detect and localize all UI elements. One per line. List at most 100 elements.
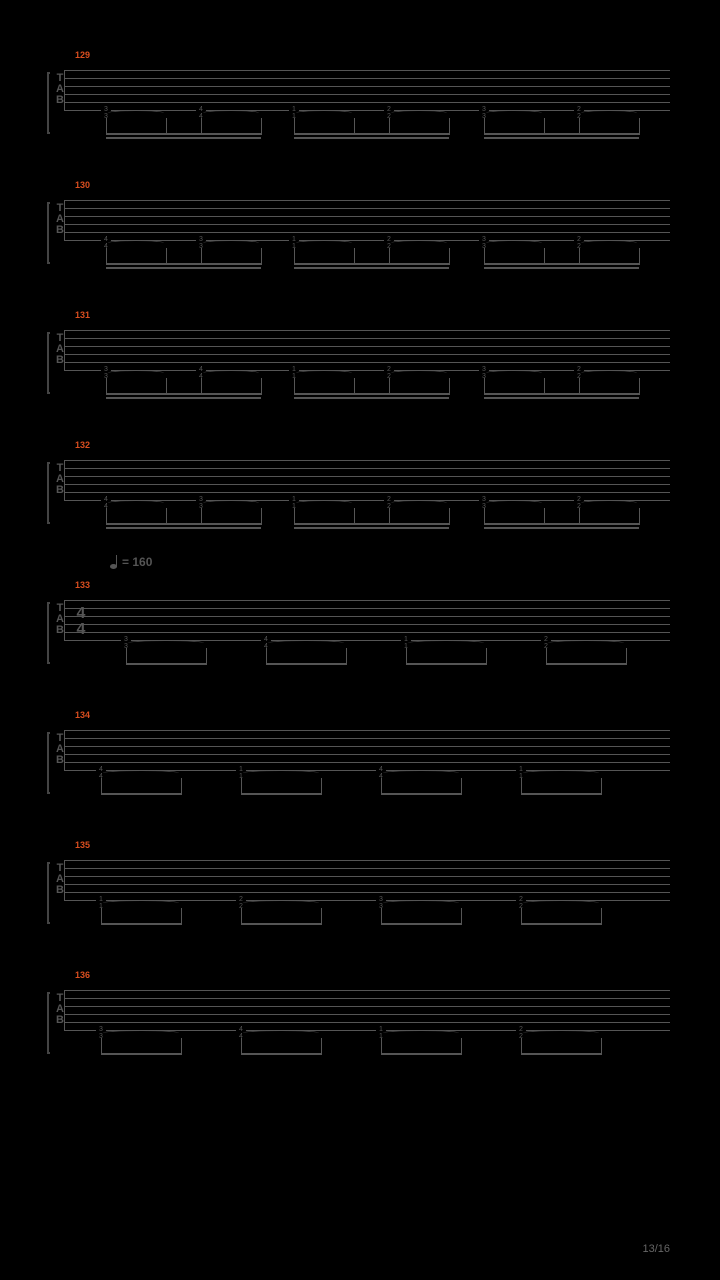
tie-arc [581,240,637,246]
beam [266,663,346,665]
tie-arc [203,370,259,376]
tab-bracket [47,462,50,524]
tab-bracket [47,72,50,134]
tie-arc [203,500,259,506]
tie-arc [296,500,352,506]
tie-arc [268,640,344,646]
beam [484,397,639,399]
tie-arc [523,770,599,776]
beam [106,137,261,139]
tie-arc [581,110,637,116]
notes-container: 4 4 3 3 1 1 2 2 3 3 2 2 [64,200,670,270]
tie-arc [103,1030,179,1036]
measure-133: = 160 133 T A B 4 4 3 3 4 4 1 1 2 2 [50,580,670,680]
measure-number: 132 [75,440,90,450]
tie-arc [203,110,259,116]
tie-arc [243,770,319,776]
quarter-note-icon [110,555,117,569]
tie-arc [486,370,542,376]
notes-container: 3 3 4 4 1 1 2 2 [64,600,670,670]
tie-arc [391,500,447,506]
beam [406,663,486,665]
beam [484,393,639,395]
beam [381,1053,461,1055]
tie-arc [103,900,179,906]
tie-arc [486,110,542,116]
page-number: 13/16 [642,1243,670,1255]
measure-number: 129 [75,50,90,60]
beam [106,133,261,135]
notes-container: 4 4 3 3 1 1 2 2 3 3 2 2 [64,460,670,530]
notes-container: 1 1 2 2 3 3 2 2 [64,860,670,930]
beam [521,1053,601,1055]
tab-bracket [47,202,50,264]
beam [521,793,601,795]
tie-arc [391,110,447,116]
beam [484,263,639,265]
tie-arc [128,640,204,646]
beam [101,923,181,925]
tie-arc [581,500,637,506]
tie-arc [581,370,637,376]
tie-arc [203,240,259,246]
beam [484,267,639,269]
tie-arc [383,770,459,776]
beam [484,137,639,139]
tie-arc [486,500,542,506]
tie-arc [108,240,164,246]
beam [106,523,261,525]
beam [521,923,601,925]
beam [294,393,449,395]
tie-arc [108,500,164,506]
beam [546,663,626,665]
notes-container: 3 3 4 4 1 1 2 2 3 3 2 2 [64,70,670,140]
beam [294,397,449,399]
tab-bracket [47,602,50,664]
beam [484,523,639,525]
tie-arc [103,770,179,776]
tie-arc [243,900,319,906]
beam [294,267,449,269]
measure-130: 130 T A B 4 4 3 3 1 1 2 2 [50,180,670,280]
measure-129: 129 T A B 3 3 4 4 1 1 2 2 [50,50,670,150]
measure-number: 131 [75,310,90,320]
measure-number: 135 [75,840,90,850]
notes-container: 3 3 4 4 1 1 2 2 3 3 2 2 [64,330,670,400]
tie-arc [296,240,352,246]
tie-arc [108,110,164,116]
beam [241,923,321,925]
beam [241,1053,321,1055]
tie-arc [523,900,599,906]
measure-135: 135 T A B 1 1 2 2 3 3 2 2 [50,840,670,940]
beam [294,263,449,265]
beam [294,527,449,529]
beam [106,527,261,529]
notes-container: 3 3 4 4 1 1 2 2 [64,990,670,1060]
beam [294,133,449,135]
beam [106,393,261,395]
beam [484,527,639,529]
tie-arc [486,240,542,246]
measure-136: 136 T A B 3 3 4 4 1 1 2 2 [50,970,670,1070]
beam [126,663,206,665]
tie-arc [523,1030,599,1036]
measure-number: 133 [75,580,90,590]
beam [241,793,321,795]
measure-number: 130 [75,180,90,190]
measure-number: 136 [75,970,90,980]
tie-arc [243,1030,319,1036]
beam [484,133,639,135]
beam [106,263,261,265]
measure-134: 134 T A B 4 4 1 1 4 4 1 1 [50,710,670,810]
tab-bracket [47,992,50,1054]
tie-arc [296,370,352,376]
measure-131: 131 T A B 3 3 4 4 1 1 2 2 [50,310,670,410]
tie-arc [296,110,352,116]
tie-arc [108,370,164,376]
measure-132: 132 T A B 4 4 3 3 1 1 2 2 [50,440,670,540]
tie-arc [391,240,447,246]
tempo-text: = 160 [122,555,152,569]
tie-arc [548,640,624,646]
tempo-marking: = 160 [110,555,152,569]
measure-number: 134 [75,710,90,720]
